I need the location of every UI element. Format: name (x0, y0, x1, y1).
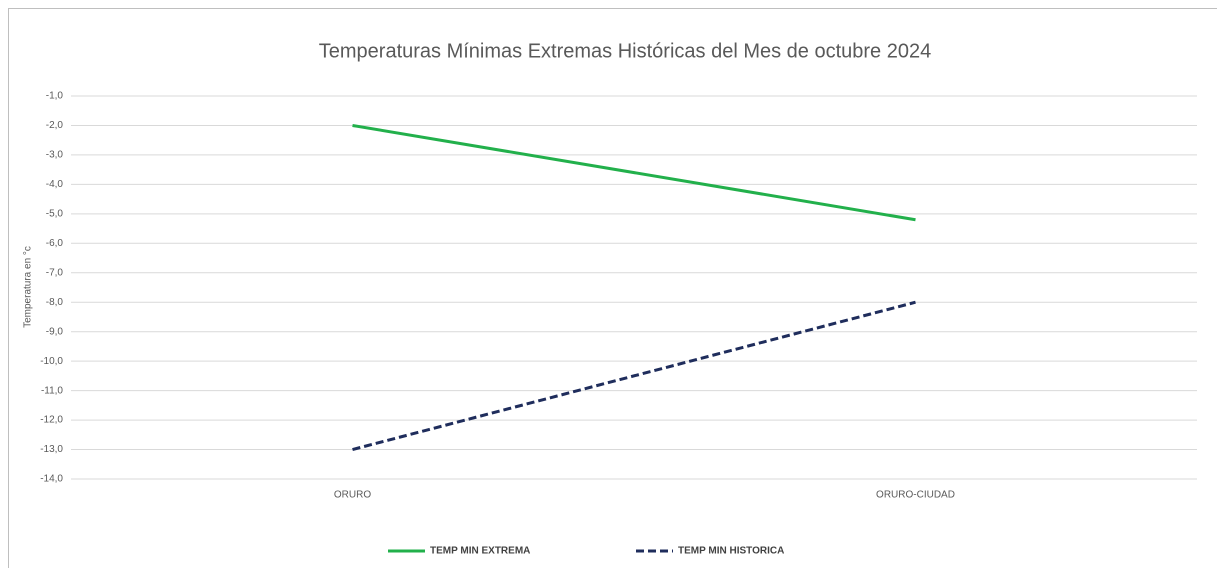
legend-label: TEMP MIN EXTREMA (430, 546, 530, 557)
y-tick-label: -3,0 (46, 150, 64, 161)
y-tick-label: -10,0 (40, 356, 63, 367)
y-tick-label: -6,0 (46, 238, 64, 249)
y-tick-label: -2,0 (46, 120, 64, 131)
y-tick-label: -1,0 (46, 91, 64, 102)
y-tick-label: -7,0 (46, 267, 64, 278)
y-tick-label: -14,0 (40, 474, 63, 485)
y-tick-label: -4,0 (46, 179, 64, 190)
y-tick-label: -11,0 (41, 385, 63, 396)
chart-border (8, 8, 1217, 568)
series-line (352, 300, 916, 451)
y-tick-label: -12,0 (40, 415, 63, 426)
y-tick-label: -13,0 (40, 444, 63, 455)
y-tick-label: -9,0 (46, 326, 64, 337)
legend-label: TEMP MIN HISTORICA (678, 546, 784, 557)
series-line (352, 123, 916, 222)
x-tick-label: ORURO (334, 490, 371, 501)
chart-title: Temperaturas Mínimas Extremas Históricas… (319, 40, 931, 62)
x-tick-label: ORURO-CIUDAD (876, 490, 955, 501)
y-tick-label: -5,0 (46, 208, 64, 219)
y-tick-label: -8,0 (46, 297, 64, 308)
y-axis-label: Temperatura en °c (23, 246, 34, 328)
